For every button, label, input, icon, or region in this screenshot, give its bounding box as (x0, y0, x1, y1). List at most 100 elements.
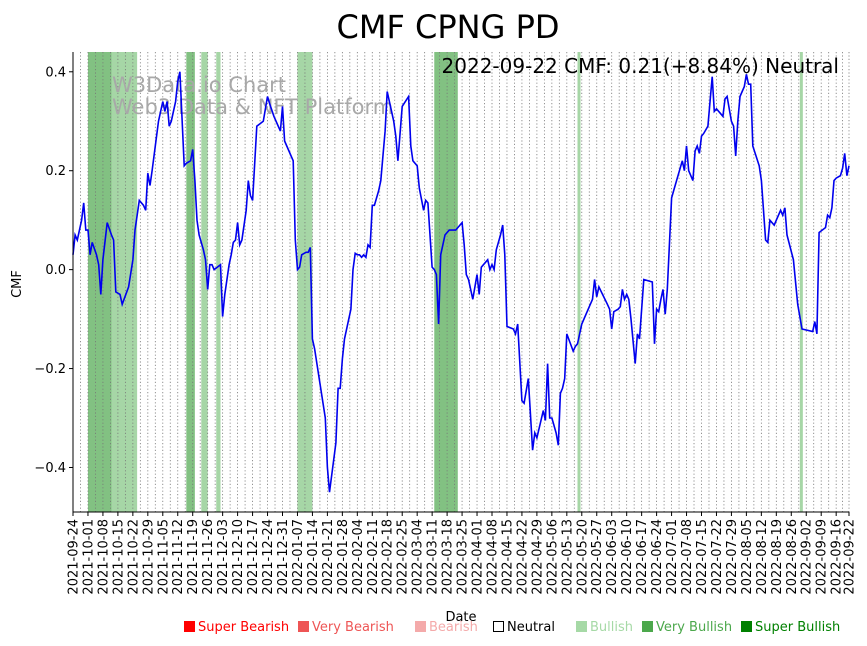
sentiment-band-6 (434, 52, 458, 512)
x-tick-label-32: 2022-05-06 (545, 519, 560, 595)
legend-label: Very Bearish (312, 620, 394, 635)
x-tick-label-49: 2022-09-02 (800, 519, 815, 595)
x-tick-label-8: 2021-11-19 (186, 519, 201, 595)
x-tick-label-13: 2021-12-24 (261, 519, 276, 595)
x-tick-label-50: 2022-09-09 (815, 519, 830, 595)
x-tick-label-6: 2021-11-05 (156, 519, 171, 595)
x-tick-label-36: 2022-06-03 (605, 519, 620, 595)
legend-square-icon (741, 621, 752, 632)
x-tick-label-22: 2022-02-25 (396, 519, 411, 595)
y-axis-label: CMF (10, 270, 25, 298)
x-tick-label-17: 2022-01-21 (321, 519, 336, 595)
legend-square-icon (184, 621, 195, 632)
sentiment-band-7 (577, 52, 581, 512)
x-tick-label-4: 2021-10-22 (126, 519, 141, 595)
x-tick-label-5: 2021-10-29 (141, 519, 156, 595)
x-tick-label-45: 2022-08-05 (740, 519, 755, 595)
x-axis-label: Date (445, 610, 476, 625)
legend-label: Very Bullish (656, 620, 733, 635)
legend-square-icon (493, 621, 504, 632)
legend-label: Neutral (507, 620, 555, 635)
sentiment-legend: Super Bearish Very Bearish Bearish Neutral B… (0, 620, 867, 640)
legend-label: Super Bearish (198, 620, 290, 635)
x-tick-label-39: 2022-06-24 (650, 519, 665, 595)
legend-square-icon (642, 621, 653, 632)
x-tick-label-51: 2022-09-16 (830, 519, 845, 595)
legend-label: Bearish (429, 620, 478, 635)
x-tick-label-12: 2021-12-17 (246, 519, 261, 595)
watermark-line-1: W3Data.io Chart (112, 73, 286, 97)
legend-item-very-bullish: Very Bullish (642, 620, 732, 635)
x-tick-label-38: 2022-06-17 (635, 519, 650, 595)
x-tick-label-10: 2021-12-03 (216, 519, 231, 595)
sentiment-band-5 (297, 52, 313, 512)
x-tick-label-25: 2022-03-18 (441, 519, 456, 595)
x-tick-label-48: 2022-08-26 (785, 519, 800, 595)
x-tick-label-43: 2022-07-22 (710, 519, 725, 595)
x-tick-label-26: 2022-03-25 (456, 519, 471, 595)
x-tick-label-33: 2022-05-13 (560, 519, 575, 595)
x-tick-label-28: 2022-04-08 (486, 519, 501, 595)
cmf-series-line (72, 71, 850, 493)
x-tick-label-34: 2022-05-20 (575, 519, 590, 595)
legend-item-super-bullish: Super Bullish (741, 620, 840, 635)
y-tick-label-0: −0.4 (34, 461, 66, 476)
x-tick-label-1: 2021-10-01 (82, 519, 97, 595)
chart-title: CMF CPNG PD (336, 8, 559, 46)
axes (72, 52, 849, 513)
x-tick-label-27: 2022-04-01 (471, 519, 486, 595)
x-tick-label-29: 2022-04-15 (501, 519, 516, 595)
x-tick-label-15: 2022-01-07 (291, 519, 306, 595)
x-tick-label-23: 2022-03-04 (411, 519, 426, 595)
x-tick-label-37: 2022-06-10 (620, 519, 635, 595)
sentiment-bands (87, 52, 803, 512)
x-tick-label-42: 2022-07-15 (695, 519, 710, 595)
x-tick-label-31: 2022-04-29 (530, 519, 545, 595)
x-tick-label-7: 2021-11-12 (171, 519, 186, 595)
legend-square-icon (415, 621, 426, 632)
legend-item-very-bearish: Very Bearish (298, 620, 394, 635)
x-axis-ticks: 2021-09-24 2021-10-01 2021-10-08 2021-10-15… (67, 512, 858, 595)
legend-label: Super Bullish (755, 620, 841, 635)
x-tick-label-47: 2022-08-19 (770, 519, 785, 595)
sentiment-band-3 (201, 52, 208, 512)
sentiment-band-8 (799, 52, 803, 512)
sentiment-band-4 (216, 52, 221, 512)
latest-value-annotation: 2022-09-22 CMF: 0.21(+8.84%) Neutral (442, 54, 839, 78)
x-tick-label-44: 2022-07-29 (725, 519, 740, 595)
x-tick-label-2: 2021-10-08 (96, 519, 111, 595)
x-tick-label-52: 2022-09-22 (843, 519, 858, 595)
x-tick-label-30: 2022-04-22 (515, 519, 530, 595)
x-tick-label-46: 2022-08-12 (755, 519, 770, 595)
legend-item-neutral: Neutral (493, 620, 555, 635)
x-tick-label-9: 2021-11-26 (201, 519, 216, 595)
sentiment-band-2 (186, 52, 195, 512)
legend-item-super-bearish: Super Bearish (184, 620, 289, 635)
legend-square-icon (298, 621, 309, 632)
x-tick-label-24: 2022-03-11 (426, 519, 441, 595)
y-tick-label-1: −0.2 (34, 362, 66, 377)
x-tick-label-0: 2021-09-24 (67, 519, 82, 595)
watermark-line-2: Web3 Data & NFT Platform (112, 95, 393, 119)
y-axis-ticks: −0.4 −0.2 0.0 0.2 0.4 (34, 65, 73, 476)
y-tick-label-2: 0.0 (45, 263, 66, 278)
x-tick-label-40: 2022-07-01 (665, 519, 680, 595)
y-tick-label-4: 0.4 (45, 65, 66, 80)
legend-label: Bullish (590, 620, 634, 635)
x-tick-label-21: 2022-02-18 (381, 519, 396, 595)
x-tick-label-16: 2022-01-14 (306, 519, 321, 595)
x-tick-label-18: 2022-01-28 (336, 519, 351, 595)
legend-square-icon (576, 621, 587, 632)
legend-item-bearish: Bearish (415, 620, 478, 635)
x-tick-label-19: 2022-02-04 (351, 519, 366, 595)
x-tick-label-41: 2022-07-08 (680, 519, 695, 595)
y-tick-label-3: 0.2 (45, 164, 66, 179)
watermark: W3Data.io Chart Web3 Data & NFT Platform (112, 73, 393, 119)
x-tick-label-35: 2022-05-27 (590, 519, 605, 595)
x-tick-label-14: 2021-12-31 (276, 519, 291, 595)
x-tick-label-11: 2021-12-10 (231, 519, 246, 595)
x-tick-label-20: 2022-02-11 (366, 519, 381, 595)
legend-item-bullish: Bullish (576, 620, 633, 635)
x-tick-label-3: 2021-10-15 (111, 519, 126, 595)
